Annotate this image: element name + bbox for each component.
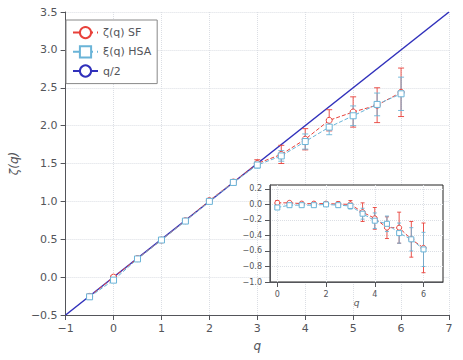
svg-text:5: 5 — [350, 322, 357, 335]
svg-text:2.0: 2.0 — [40, 119, 58, 132]
svg-text:ζ(q): ζ(q) — [7, 152, 21, 177]
svg-text:6: 6 — [421, 290, 426, 299]
svg-text:q/2: q/2 — [103, 65, 121, 78]
svg-text:q: q — [253, 339, 261, 353]
svg-text:−0.8: −0.8 — [243, 262, 262, 271]
svg-text:2: 2 — [323, 290, 328, 299]
svg-text:3.0: 3.0 — [40, 43, 58, 56]
svg-text:−0.5: −0.5 — [31, 309, 58, 322]
svg-text:3.5: 3.5 — [40, 6, 58, 19]
svg-text:3: 3 — [254, 322, 261, 335]
svg-text:0.0: 0.0 — [249, 200, 262, 209]
svg-text:0.2: 0.2 — [249, 184, 262, 193]
svg-text:2.5: 2.5 — [40, 81, 58, 94]
svg-text:1: 1 — [158, 322, 165, 335]
svg-text:1.0: 1.0 — [40, 195, 58, 208]
svg-text:1.5: 1.5 — [40, 157, 58, 170]
svg-text:−0.2: −0.2 — [243, 215, 262, 224]
svg-text:4: 4 — [302, 322, 309, 335]
svg-text:4: 4 — [372, 290, 377, 299]
svg-text:q: q — [354, 298, 360, 308]
svg-text:ζ(q) SF: ζ(q) SF — [103, 26, 141, 39]
svg-text:−1.0: −1.0 — [243, 278, 262, 287]
svg-text:0: 0 — [275, 290, 280, 299]
svg-text:2: 2 — [206, 322, 213, 335]
svg-text:7: 7 — [446, 322, 453, 335]
svg-text:ξ(q) HSA: ξ(q) HSA — [103, 45, 152, 58]
svg-text:−0.4: −0.4 — [243, 231, 262, 240]
svg-text:−0.6: −0.6 — [243, 246, 262, 255]
svg-text:0.5: 0.5 — [40, 233, 58, 246]
svg-text:6: 6 — [398, 322, 405, 335]
svg-text:0.0: 0.0 — [40, 271, 58, 284]
svg-text:−1: −1 — [58, 322, 74, 335]
svg-text:0: 0 — [110, 322, 117, 335]
